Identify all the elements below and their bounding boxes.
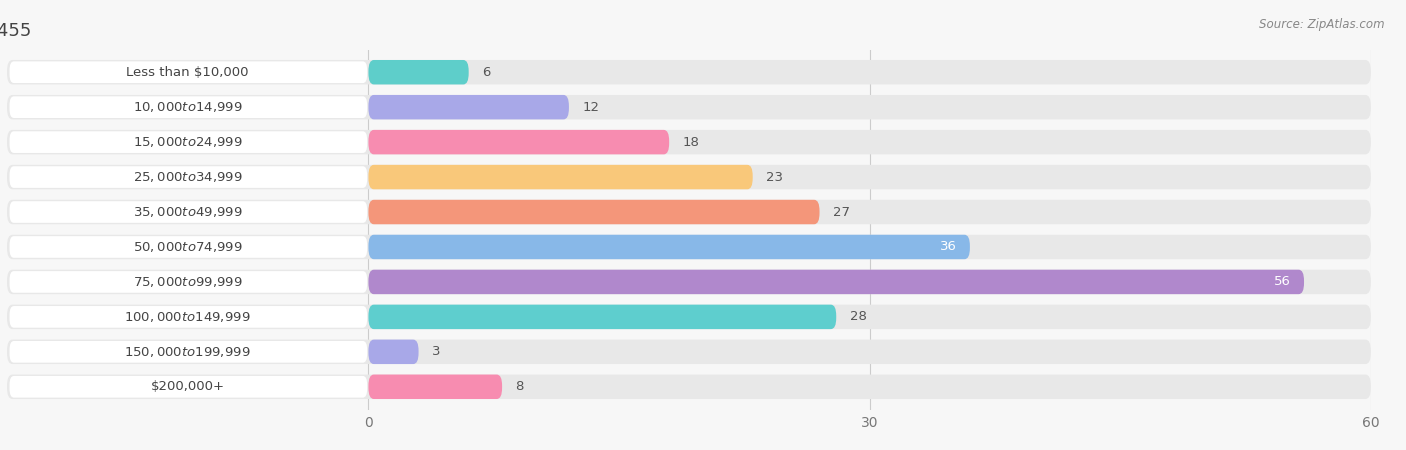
FancyBboxPatch shape [368,95,569,119]
Text: 23: 23 [766,171,783,184]
FancyBboxPatch shape [10,96,367,118]
Text: 36: 36 [939,240,956,253]
Text: Source: ZipAtlas.com: Source: ZipAtlas.com [1260,18,1385,31]
FancyBboxPatch shape [368,235,970,259]
FancyBboxPatch shape [10,201,367,223]
FancyBboxPatch shape [10,131,367,153]
FancyBboxPatch shape [368,165,752,189]
FancyBboxPatch shape [368,340,419,364]
FancyBboxPatch shape [7,200,1371,224]
Text: 28: 28 [849,310,866,324]
FancyBboxPatch shape [10,236,367,258]
Text: 18: 18 [682,135,699,148]
Text: $100,000 to $149,999: $100,000 to $149,999 [125,310,252,324]
Text: 12: 12 [582,101,599,114]
Text: $150,000 to $199,999: $150,000 to $199,999 [125,345,252,359]
Text: $35,000 to $49,999: $35,000 to $49,999 [134,205,243,219]
Text: 6: 6 [482,66,491,79]
FancyBboxPatch shape [10,61,367,83]
FancyBboxPatch shape [368,200,820,224]
FancyBboxPatch shape [368,60,468,85]
Text: $200,000+: $200,000+ [150,380,225,393]
Text: 8: 8 [516,380,524,393]
Text: $75,000 to $99,999: $75,000 to $99,999 [134,275,243,289]
FancyBboxPatch shape [7,130,1371,154]
Text: $15,000 to $24,999: $15,000 to $24,999 [134,135,243,149]
Text: $10,000 to $14,999: $10,000 to $14,999 [134,100,243,114]
FancyBboxPatch shape [368,305,837,329]
FancyBboxPatch shape [10,306,367,328]
FancyBboxPatch shape [7,270,1371,294]
FancyBboxPatch shape [7,340,1371,364]
Text: $50,000 to $74,999: $50,000 to $74,999 [134,240,243,254]
FancyBboxPatch shape [368,270,1303,294]
Text: $25,000 to $34,999: $25,000 to $34,999 [134,170,243,184]
FancyBboxPatch shape [7,165,1371,189]
Text: 27: 27 [832,206,849,219]
FancyBboxPatch shape [10,376,367,398]
FancyBboxPatch shape [10,341,367,363]
Text: 3: 3 [432,345,440,358]
Text: Less than $10,000: Less than $10,000 [127,66,249,79]
FancyBboxPatch shape [7,235,1371,259]
Text: Family Income Brackets in Zip Code 04455: Family Income Brackets in Zip Code 04455 [0,22,31,40]
FancyBboxPatch shape [10,271,367,293]
Text: 56: 56 [1274,275,1291,288]
FancyBboxPatch shape [7,95,1371,119]
FancyBboxPatch shape [10,166,367,188]
FancyBboxPatch shape [7,60,1371,85]
FancyBboxPatch shape [7,305,1371,329]
FancyBboxPatch shape [368,374,502,399]
FancyBboxPatch shape [7,374,1371,399]
FancyBboxPatch shape [368,130,669,154]
